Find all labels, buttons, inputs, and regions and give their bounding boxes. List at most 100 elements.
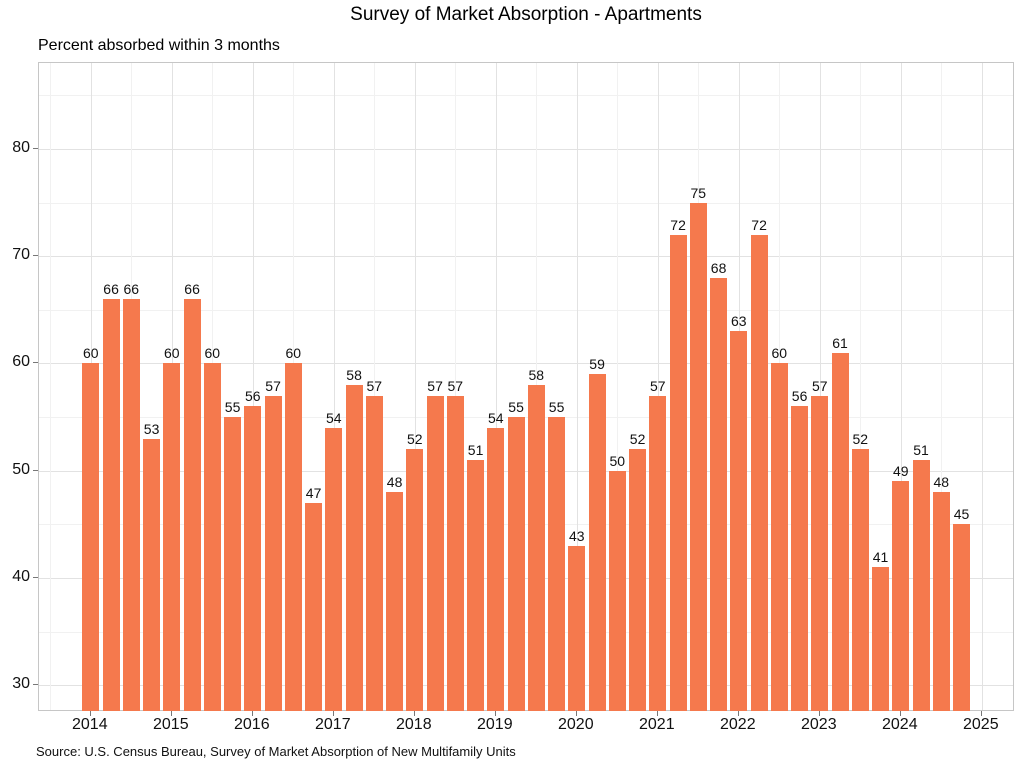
- bar-value-label: 52: [852, 431, 869, 448]
- gridline-major-v: [414, 63, 416, 710]
- bar-2022-q3: [770, 363, 788, 711]
- gridline-minor-h: [39, 95, 1013, 97]
- bar-value-label: 58: [528, 366, 545, 383]
- x-axis-tick: [332, 711, 334, 716]
- bar-2015-q1: [163, 363, 181, 711]
- bar-value-label: 75: [690, 184, 707, 201]
- gridline-major-h: [39, 256, 1013, 258]
- x-axis-tick: [656, 711, 658, 716]
- gridline-major-v: [495, 63, 497, 710]
- gridline-minor-h: [39, 631, 1013, 633]
- gridline-major-v: [333, 63, 335, 710]
- gridline-major-h: [39, 685, 1013, 687]
- gridline-minor-h: [39, 524, 1013, 526]
- y-tick-label: 60: [12, 353, 30, 371]
- gridline-major-h: [39, 148, 1013, 150]
- y-axis-tick: [33, 576, 38, 578]
- bar-value-label: 54: [488, 409, 504, 426]
- x-axis-tick: [89, 711, 91, 716]
- bar-value-label: 72: [670, 216, 686, 233]
- bar-value-label: 63: [731, 313, 747, 330]
- gridline-minor-v: [374, 63, 376, 710]
- x-axis-tick: [980, 711, 982, 716]
- bar-2024-q4: [953, 524, 970, 711]
- x-tick-label: 2022: [720, 716, 756, 733]
- x-axis-tick: [251, 711, 253, 716]
- bar-2014-q4: [143, 438, 161, 711]
- y-tick-label: 30: [12, 675, 30, 693]
- y-tick-label: 80: [12, 138, 30, 156]
- gridline-major-v: [252, 63, 254, 710]
- bar-2019-q3: [527, 384, 545, 711]
- bar-value-label: 54: [326, 409, 342, 426]
- bar-2015-q4: [224, 417, 242, 711]
- bar-2016-q2: [264, 395, 282, 711]
- x-tick-label: 2020: [558, 716, 594, 733]
- chart-subtitle: Percent absorbed within 3 months: [38, 37, 280, 54]
- bar-2024-q2: [912, 459, 930, 711]
- x-tick-label: 2018: [396, 716, 432, 733]
- bar-2021-q3: [689, 202, 707, 711]
- bar-2020-q4: [629, 449, 647, 711]
- bar-2018-q3: [446, 395, 464, 711]
- bar-value-label: 61: [832, 334, 848, 351]
- gridline-major-h: [39, 577, 1013, 579]
- y-axis-tick: [33, 362, 38, 364]
- bar-value-label: 66: [103, 281, 119, 297]
- bar-value-label: 60: [771, 345, 788, 362]
- bar-value-label: 60: [285, 345, 302, 362]
- bar-value-label: 66: [123, 281, 140, 297]
- bar-2017-q3: [365, 395, 383, 711]
- bar-2014-q2: [102, 299, 120, 711]
- x-tick-label: 2014: [72, 716, 108, 733]
- bar-value-label: 52: [629, 431, 646, 448]
- gridline-major-v: [819, 63, 821, 710]
- y-tick-label: 50: [12, 460, 30, 478]
- gridline-major-h: [39, 363, 1013, 365]
- x-tick-label: 2024: [882, 716, 918, 733]
- x-tick-label: 2023: [801, 716, 837, 733]
- bar-value-label: 57: [650, 377, 666, 394]
- y-axis-tick: [33, 255, 38, 257]
- gridline-major-v: [576, 63, 578, 710]
- bar-2024-q1: [892, 481, 910, 711]
- bar-2023-q2: [831, 352, 849, 711]
- bar-2024-q3: [932, 492, 950, 711]
- bar-value-label: 72: [751, 216, 767, 233]
- bar-value-label: 55: [508, 399, 524, 415]
- bar-value-label: 47: [305, 484, 322, 501]
- gridline-minor-v: [617, 63, 619, 710]
- bar-value-label: 59: [589, 356, 605, 373]
- bar-2019-q4: [548, 417, 566, 711]
- bar-value-label: 60: [83, 345, 99, 362]
- bar-2021-q1: [649, 395, 667, 711]
- y-axis-tick: [33, 684, 38, 686]
- bar-value-label: 57: [812, 377, 828, 394]
- bar-value-label: 60: [164, 345, 180, 362]
- x-tick-label: 2025: [963, 716, 999, 733]
- bar-2015-q2: [183, 299, 201, 711]
- gridline-minor-h: [39, 309, 1013, 311]
- gridline-minor-h: [39, 202, 1013, 204]
- gridline-major-v: [657, 63, 659, 710]
- bar-value-label: 57: [265, 377, 281, 394]
- bar-value-label: 56: [245, 388, 261, 405]
- bar-value-label: 53: [143, 420, 160, 437]
- x-tick-label: 2021: [639, 716, 675, 733]
- bar-value-label: 52: [407, 431, 423, 448]
- gridline-minor-v: [860, 63, 862, 710]
- bar-value-label: 45: [953, 506, 970, 523]
- y-axis-tick: [33, 147, 38, 149]
- y-tick-label: 70: [12, 246, 30, 264]
- gridline-minor-h: [39, 417, 1013, 418]
- bar-value-label: 68: [710, 259, 727, 276]
- bar-2015-q3: [203, 363, 221, 711]
- bar-2018-q2: [426, 395, 444, 711]
- bar-value-label: 49: [893, 463, 909, 480]
- bar-2022-q4: [791, 406, 809, 711]
- gridline-major-h: [39, 470, 1013, 472]
- bar-2023-q4: [872, 567, 889, 711]
- x-axis-tick: [494, 711, 496, 716]
- bar-2014-q3: [122, 299, 140, 711]
